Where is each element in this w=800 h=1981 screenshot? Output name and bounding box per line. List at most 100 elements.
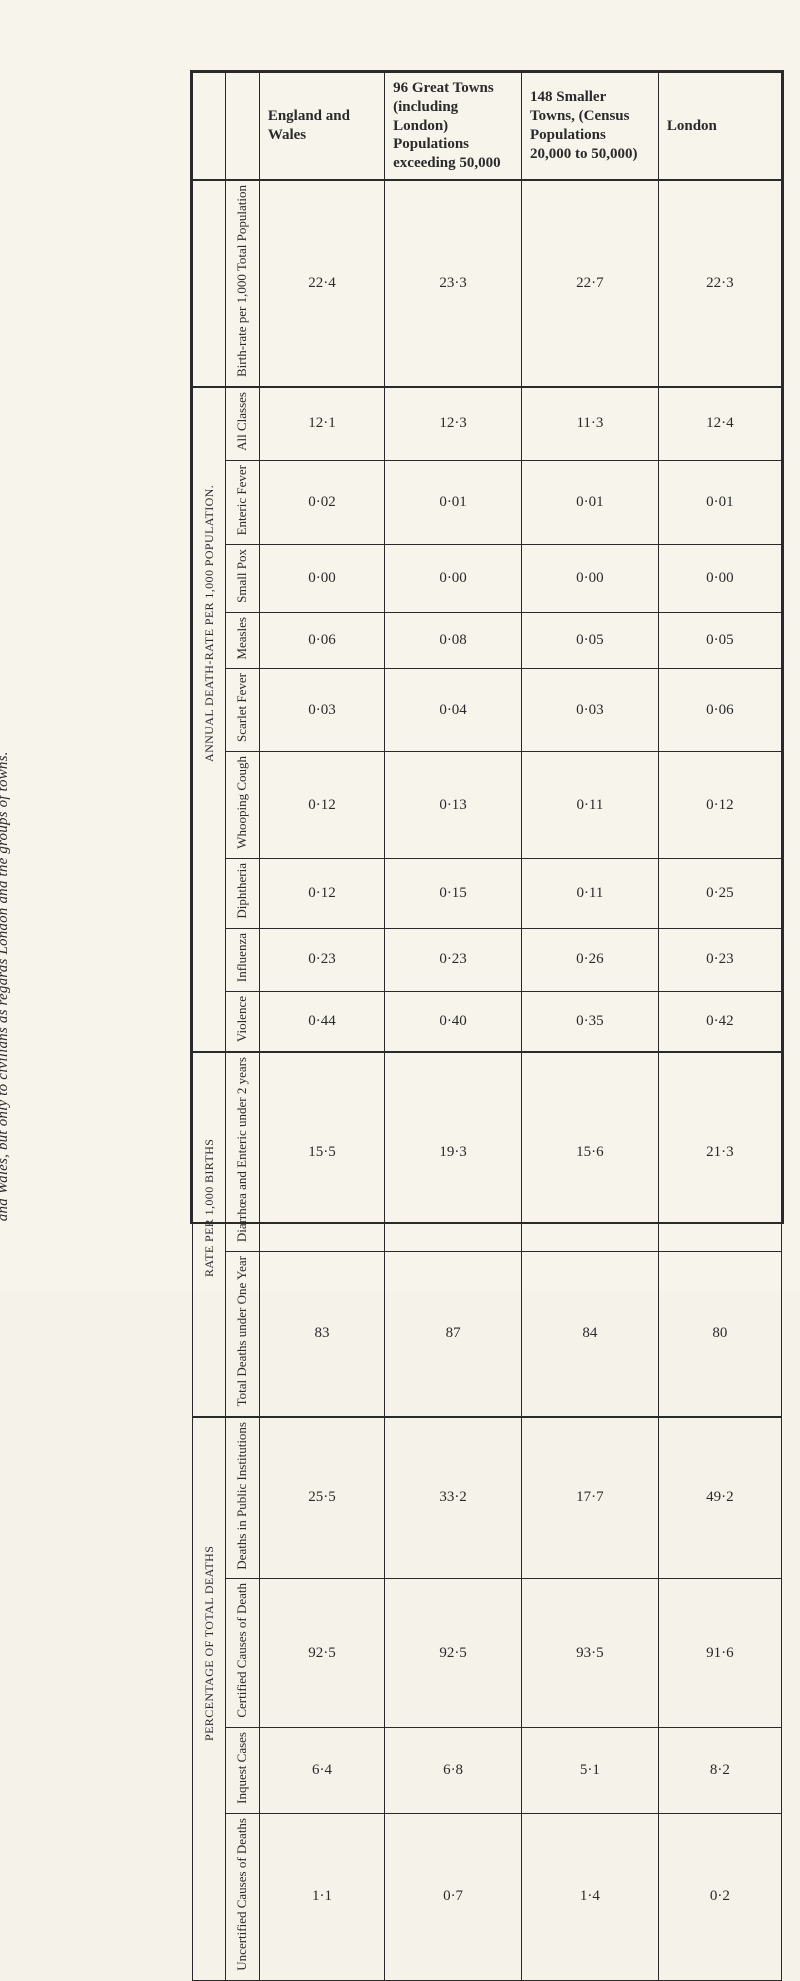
cell: 19·3 — [385, 1052, 522, 1252]
cell: 22·7 — [521, 180, 658, 387]
row-label: Certified Causes of Death — [226, 1579, 260, 1728]
row-label: Small Pox — [226, 545, 260, 613]
cell: 92·5 — [385, 1579, 522, 1728]
row-label-text: Deaths in Public Institutions — [234, 1422, 250, 1570]
group-label-text: RATE PER 1,000 BIRTHS — [202, 1187, 217, 1277]
cell: 11·3 — [521, 387, 658, 460]
row-label-text: Diphtheria — [234, 863, 250, 919]
row-label: Deaths in Public Institutions — [226, 1417, 260, 1579]
row-label: Measles — [226, 612, 260, 669]
table-row: Enteric Fever 0·02 0·01 0·01 0·01 — [193, 460, 782, 544]
table-row: Inquest Cases 6·4 6·8 5·1 8·2 — [193, 1727, 782, 1813]
row-label: Birth-rate per 1,000 Total Population — [226, 180, 260, 387]
cell: 15·5 — [259, 1052, 384, 1252]
group-label: PERCENTAGE OF TOTAL DEATHS — [193, 1417, 226, 1980]
table-row: Small Pox 0·00 0·00 0·00 0·00 — [193, 545, 782, 613]
cell: 6·8 — [385, 1727, 522, 1813]
mortality-table-wrap: England and Wales 96 Great Towns (includ… — [190, 70, 784, 1224]
cell: 0·23 — [259, 928, 384, 991]
cell: 0·03 — [521, 669, 658, 752]
cell: 0·42 — [658, 991, 781, 1052]
cell: 8·2 — [658, 1727, 781, 1813]
group-label-text: ANNUAL DEATH-RATE PER 1,000 POPULATION. — [202, 672, 217, 762]
table-row: Violence 0·44 0·40 0·35 0·42 — [193, 991, 782, 1052]
table-row: Measles 0·06 0·08 0·05 0·05 — [193, 612, 782, 669]
table-row: Influenza 0·23 0·23 0·26 0·23 — [193, 928, 782, 991]
cell: 0·03 — [259, 669, 384, 752]
cell: 80 — [658, 1252, 781, 1417]
cell: 0·15 — [385, 859, 522, 929]
cell: 5·1 — [521, 1727, 658, 1813]
table-row: PERCENTAGE OF TOTAL DEATHS Deaths in Pub… — [193, 1417, 782, 1579]
cell: 15·6 — [521, 1052, 658, 1252]
cell: 0·00 — [521, 545, 658, 613]
cell: 0·06 — [259, 612, 384, 669]
cell: 0·7 — [385, 1813, 522, 1980]
cell: 83 — [259, 1252, 384, 1417]
cell: 1·1 — [259, 1813, 384, 1980]
cell: 0·06 — [658, 669, 781, 752]
cell: 0·01 — [658, 460, 781, 544]
row-label-text: Certified Causes of Death — [234, 1583, 250, 1718]
cell: 0·01 — [521, 460, 658, 544]
cell: 91·6 — [658, 1579, 781, 1728]
cell: 0·00 — [658, 545, 781, 613]
table-caption: Provisional Figures : — Populations esti… — [0, 71, 12, 1221]
row-label: Enteric Fever — [226, 460, 260, 544]
row-label-text: Influenza — [234, 933, 250, 982]
group-label: ANNUAL DEATH-RATE PER 1,000 POPULATION. — [193, 387, 226, 1052]
cell: 0·08 — [385, 612, 522, 669]
rowhead-header-blank — [226, 73, 260, 180]
row-label-text: Total Deaths under One Year — [234, 1256, 250, 1406]
row-label-text: Uncertified Causes of Deaths — [234, 1818, 250, 1971]
row-label: Diphtheria — [226, 859, 260, 929]
col-head-gt: 96 Great Towns (including London) Popula… — [385, 73, 522, 180]
page: TABLE I. — BIRTH-RATE, DEATH-RATE, AND A… — [0, 0, 800, 1291]
cell: 0·00 — [259, 545, 384, 613]
cell: 0·00 — [385, 545, 522, 613]
cell: 1·4 — [521, 1813, 658, 1980]
row-label: Influenza — [226, 928, 260, 991]
cell: 0·02 — [259, 460, 384, 544]
cell: 0·25 — [658, 859, 781, 929]
cell: 0·04 — [385, 669, 522, 752]
table-row: RATE PER 1,000 BIRTHS Diarrhœa and Enter… — [193, 1052, 782, 1252]
cell: 0·44 — [259, 991, 384, 1052]
row-label-text: Scarlet Fever — [234, 673, 250, 742]
cell: 23·3 — [385, 180, 522, 387]
row-label: Whooping Cough — [226, 752, 260, 859]
table-row: Total Deaths under One Year 83 87 84 80 — [193, 1252, 782, 1417]
group-label-text: PERCENTAGE OF TOTAL DEATHS — [202, 1651, 217, 1741]
row-label: Total Deaths under One Year — [226, 1252, 260, 1417]
cell: 0·26 — [521, 928, 658, 991]
col-head-st: 148 Smaller Towns, (Census Populations 2… — [521, 73, 658, 180]
row-label-text: Whooping Cough — [234, 756, 250, 849]
cell: 49·2 — [658, 1417, 781, 1579]
cell: 0·13 — [385, 752, 522, 859]
table-row: Birth-rate per 1,000 Total Population 22… — [193, 180, 782, 387]
row-label: Uncertified Causes of Deaths — [226, 1813, 260, 1980]
cell: 0·11 — [521, 859, 658, 929]
cell: 0·12 — [259, 752, 384, 859]
group-header-blank — [193, 73, 226, 180]
cell: 0·40 — [385, 991, 522, 1052]
table-row: ANNUAL DEATH-RATE PER 1,000 POPULATION. … — [193, 387, 782, 460]
col-head-lon: London — [658, 73, 781, 180]
cell: 6·4 — [259, 1727, 384, 1813]
cell: 33·2 — [385, 1417, 522, 1579]
row-label-text: Small Pox — [234, 549, 250, 603]
cell: 0·35 — [521, 991, 658, 1052]
cell: 12·1 — [259, 387, 384, 460]
row-label-text: All Classes — [234, 392, 250, 451]
table-row: Certified Causes of Death 92·5 92·5 93·5… — [193, 1579, 782, 1728]
group-label — [193, 180, 226, 387]
cell: 0·05 — [658, 612, 781, 669]
col-head-ew: England and Wales — [259, 73, 384, 180]
row-label-text: Birth-rate per 1,000 Total Population — [234, 185, 250, 377]
cell: 84 — [521, 1252, 658, 1417]
cell: 22·4 — [259, 180, 384, 387]
cell: 92·5 — [259, 1579, 384, 1728]
cell: 87 — [385, 1252, 522, 1417]
cell: 12·4 — [658, 387, 781, 460]
row-label-text: Enteric Fever — [234, 465, 250, 535]
